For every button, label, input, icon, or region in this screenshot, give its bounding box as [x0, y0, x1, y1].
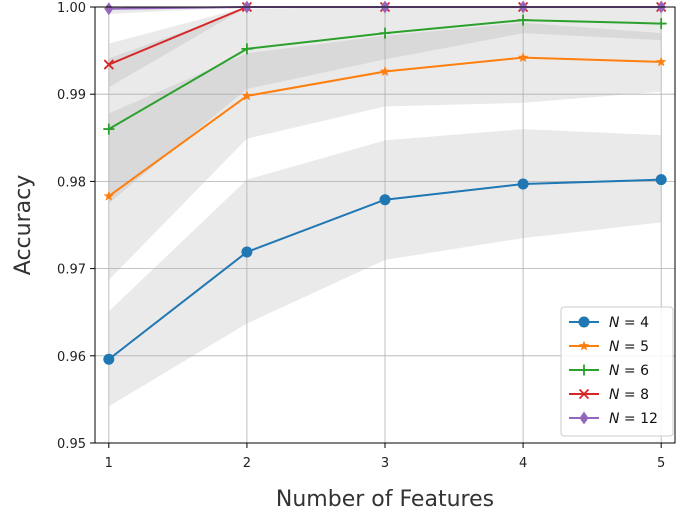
legend-label-0: N = 4: [609, 315, 649, 331]
data-point-s2-2: [379, 27, 391, 39]
y-tick-label-3: 0.98: [57, 175, 86, 190]
legend: N = 4 N = 5 N = 6 N = 8 N = 12: [560, 306, 674, 437]
series-markers: [103, 0, 667, 365]
y-axis-label: Accuracy: [11, 175, 36, 275]
data-point-s2-0: [103, 123, 115, 135]
x-tick-label-0: 1: [105, 456, 113, 471]
x-tick-label-2: 3: [381, 456, 389, 471]
data-point-s0-0: [103, 353, 115, 365]
legend-box: [560, 306, 674, 437]
x-tick-label-1: 2: [243, 456, 251, 471]
legend-marker-1: [578, 340, 590, 351]
x-tick-label-3: 4: [519, 456, 527, 471]
y-tick-label-1: 0.96: [57, 350, 86, 365]
y-tick-label-2: 0.97: [57, 263, 86, 278]
y-tick-label-4: 0.99: [57, 88, 86, 103]
data-point-s1-2: [379, 66, 391, 76]
y-tick-label-0: 0.95: [57, 437, 86, 452]
data-point-s1-0: [103, 190, 115, 201]
data-point-s4-0: [104, 2, 114, 16]
data-point-s1-1: [241, 90, 253, 101]
legend-marker-0: [578, 316, 590, 328]
data-point-s3-0: [103, 59, 114, 70]
data-point-s1-4: [655, 56, 667, 67]
axis-tick-labels: 1 2 3 4 5 0.95 0.96 0.97 0.98 0.99 1.00: [57, 1, 665, 471]
legend-label-4: N = 12: [609, 411, 658, 427]
data-point-s2-3: [517, 14, 529, 26]
data-point-s0-1: [241, 246, 253, 258]
data-point-s0-4: [655, 174, 667, 186]
legend-marker-3: [578, 388, 590, 400]
legend-label-3: N = 8: [609, 387, 649, 403]
y-tick-label-5: 1.00: [57, 1, 86, 16]
data-point-s0-3: [517, 178, 529, 190]
x-tick-label-4: 5: [657, 456, 665, 471]
data-point-s2-4: [655, 18, 667, 30]
legend-marker-4: [579, 411, 589, 425]
legend-label-2: N = 6: [609, 363, 649, 379]
x-axis-label: Number of Features: [276, 487, 494, 512]
data-point-s2-1: [241, 43, 253, 55]
data-point-s1-3: [517, 52, 529, 63]
legend-label-1: N = 5: [609, 339, 649, 355]
data-point-s0-2: [379, 194, 391, 206]
axis-ticks: [90, 6, 662, 448]
legend-marker-2: [578, 364, 590, 376]
